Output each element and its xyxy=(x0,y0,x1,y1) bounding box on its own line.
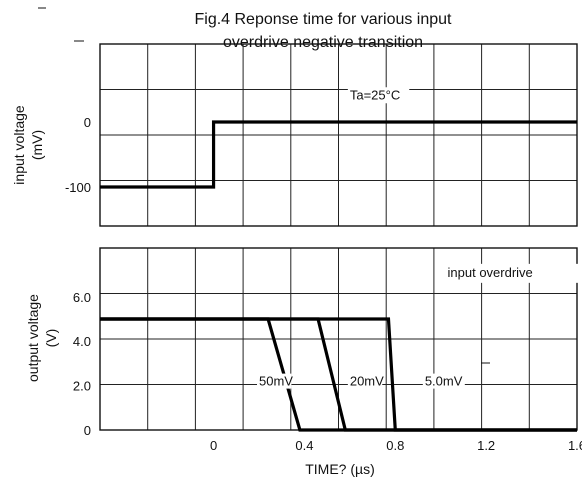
chart-title-line-1: Fig.4 Reponse time for various input xyxy=(194,11,452,28)
bottom-ylabel-line-1: output voltage xyxy=(25,294,41,382)
top-series-line-0 xyxy=(100,120,577,189)
bottom-y-tick-label: 2.0 xyxy=(73,379,91,394)
bottom-x-tick-label: 1.6 xyxy=(568,438,582,453)
top-y-tick-label: -100 xyxy=(65,180,91,195)
bottom-ylabel-line-2: (V) xyxy=(43,329,59,348)
output-voltage-panel: 0 2.0 4.0 6.0 0 0.4 0.8 1.2 1.6 50mV 20mV 5.0mV inpu… xyxy=(73,247,582,453)
bottom-y-tick-label: 0 xyxy=(84,423,91,438)
x-axis-label: TIME? (µs) xyxy=(305,461,375,477)
bottom-legend-title: input overdrive xyxy=(448,265,533,280)
bottom-legend-bg xyxy=(443,263,582,283)
bottom-series-label-0: 50mV xyxy=(259,374,293,389)
bottom-series-label-bg-0 xyxy=(257,373,292,389)
bottom-series-line-2 xyxy=(100,317,577,432)
bottom-series-label-2: 5.0mV xyxy=(425,374,463,389)
bottom-x-tick-label: 0 xyxy=(210,438,217,453)
top-ylabel-line-2: (mV) xyxy=(29,130,45,160)
top-plot-frame xyxy=(99,43,578,227)
bottom-y-tick-label: 4.0 xyxy=(73,334,91,349)
bottom-series-label-1: 20mV xyxy=(350,374,384,389)
chart-title-line-2: overdrive negative transition xyxy=(223,34,423,51)
top-ylabel-line-1: input voltage xyxy=(11,105,27,185)
top-annotation-bg xyxy=(347,87,410,104)
top-annotation: Ta=25°C xyxy=(350,87,400,102)
bottom-series-label-bg-1 xyxy=(347,373,383,389)
bottom-x-tick-label: 0.8 xyxy=(386,438,404,453)
top-y-tick-label: 0 xyxy=(84,115,91,130)
input-voltage-panel: 0 -100 Ta=25°C xyxy=(65,43,578,227)
bottom-y-tick-label: 6.0 xyxy=(73,290,91,305)
bottom-series-label-bg-2 xyxy=(422,373,465,389)
bottom-x-tick-label: 0.4 xyxy=(295,438,313,453)
bottom-x-tick-label: 1.2 xyxy=(477,438,495,453)
